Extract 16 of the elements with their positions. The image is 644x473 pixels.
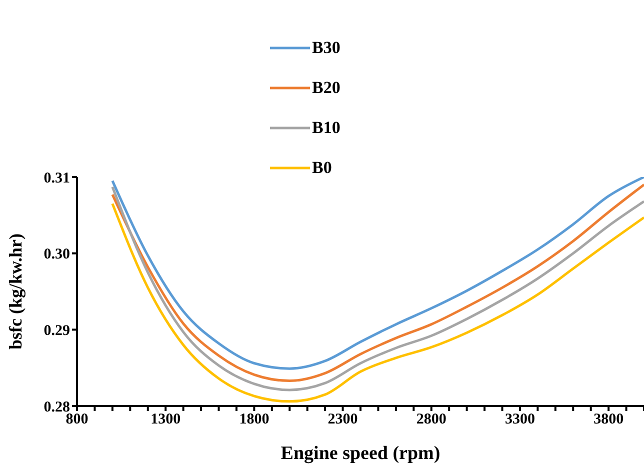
y-tick-label: 0.31 (44, 170, 70, 186)
x-tick-label: 1300 (150, 412, 181, 428)
y-tick-label: 0.30 (44, 246, 70, 263)
legend-label: B10 (312, 118, 340, 138)
y-axis-title: bsfc (kg/kw.hr) (5, 233, 26, 350)
x-tick-label: 3800 (594, 412, 624, 428)
x-tick-label: 800 (66, 412, 88, 428)
x-tick-label: 2300 (328, 412, 358, 428)
legend-label: B30 (312, 38, 340, 58)
x-tick-label: 3300 (504, 412, 535, 428)
x-tick-label: 1800 (239, 412, 270, 428)
x-tick-label: 2800 (416, 412, 446, 428)
x-axis-title: Engine speed (rpm) (280, 443, 440, 464)
legend-label: B20 (312, 78, 340, 98)
y-tick-label: 0.29 (44, 322, 70, 339)
legend-label: B0 (312, 158, 332, 178)
